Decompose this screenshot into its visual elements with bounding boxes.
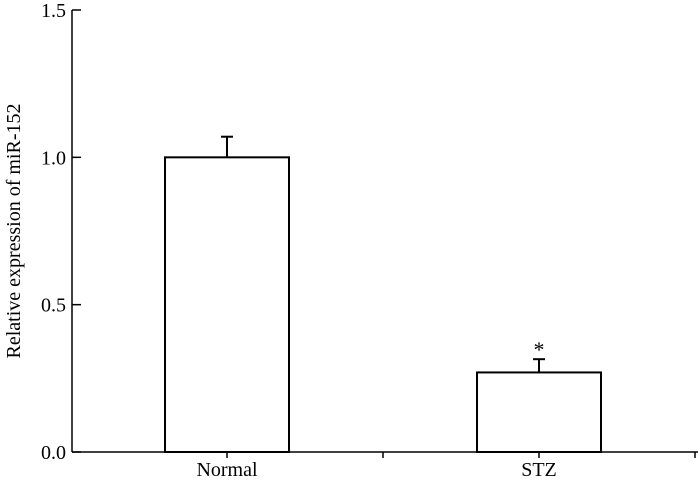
- y-axis-title: Relative expression of miR-152: [3, 104, 25, 359]
- x-tick-label: STZ: [521, 459, 557, 480]
- bar-normal: [164, 156, 290, 453]
- bar-stz: [476, 371, 602, 453]
- plot-area: 0.0 0.5 1.0 1.5 Normal STZ *: [41, 0, 696, 480]
- x-tick-label: Normal: [196, 459, 258, 480]
- y-tick-label: 0.5: [41, 295, 66, 317]
- y-tick-label: 0.0: [41, 442, 66, 464]
- y-tick-label: 1.0: [41, 147, 66, 169]
- y-tick-label: 1.5: [41, 0, 66, 22]
- significance-marker: *: [534, 337, 545, 362]
